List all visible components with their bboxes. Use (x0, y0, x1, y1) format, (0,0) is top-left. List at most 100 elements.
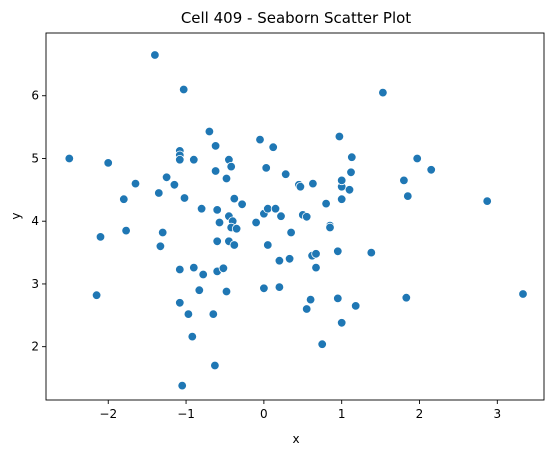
data-point (208, 309, 219, 319)
data-point (130, 178, 141, 189)
data-point (64, 153, 75, 164)
data-point (177, 380, 187, 391)
data-point (226, 161, 236, 172)
data-point (276, 211, 286, 221)
data-point (179, 193, 190, 203)
data-point (399, 175, 409, 186)
y-axis-label: y (9, 212, 23, 219)
data-point (103, 158, 113, 168)
data-point (518, 289, 528, 299)
y-tick-label: 3 (31, 277, 39, 291)
y-tick-label: 6 (31, 89, 39, 103)
data-point (210, 360, 220, 371)
data-point (261, 163, 271, 173)
data-point (210, 166, 221, 176)
data-point (274, 282, 285, 292)
data-point (212, 205, 222, 215)
data-point (305, 294, 316, 305)
data-point (161, 172, 172, 183)
data-point (189, 262, 199, 273)
data-points (64, 50, 528, 391)
data-point (196, 203, 207, 214)
data-point (333, 246, 343, 257)
data-point (482, 196, 492, 206)
data-point (255, 134, 265, 145)
data-point (119, 194, 129, 204)
data-point (189, 154, 199, 165)
data-point (317, 339, 327, 349)
data-point (154, 188, 164, 198)
data-point (351, 301, 361, 311)
x-tick-label: −2 (99, 407, 117, 421)
data-point (204, 126, 215, 137)
data-point (308, 178, 318, 189)
data-point (302, 212, 312, 222)
data-point (175, 298, 185, 308)
data-point (401, 293, 412, 303)
data-point (378, 87, 388, 98)
data-point (412, 153, 422, 164)
data-point (169, 180, 180, 190)
data-point (325, 222, 335, 233)
data-point (302, 304, 312, 314)
data-point (91, 290, 102, 300)
data-point (251, 217, 261, 228)
data-point (366, 247, 377, 258)
data-point (175, 264, 185, 275)
data-point (263, 240, 273, 250)
y-tick-label: 4 (31, 214, 39, 228)
y-axis-ticks: 2 3 4 5 6 (31, 89, 46, 354)
data-point (210, 141, 221, 151)
data-point (221, 286, 232, 297)
x-tick-label: 1 (338, 407, 346, 421)
x-axis-ticks: −2 −1 0 1 2 3 (99, 400, 501, 421)
data-point (259, 283, 269, 294)
data-point (150, 50, 160, 60)
data-point (95, 232, 106, 242)
x-tick-label: 0 (260, 407, 268, 421)
data-point (212, 236, 222, 247)
data-point (281, 169, 291, 179)
data-point (229, 193, 240, 204)
data-point (155, 241, 166, 252)
data-point (337, 175, 347, 186)
data-point (286, 227, 296, 238)
data-point (270, 203, 281, 214)
data-point (194, 285, 205, 295)
data-point (157, 227, 168, 238)
data-point (221, 173, 232, 184)
data-point (403, 191, 413, 201)
data-point (346, 167, 356, 178)
data-point (121, 225, 131, 236)
plot-frame (45, 32, 545, 401)
data-point (334, 131, 345, 142)
data-point (268, 142, 278, 152)
data-point (183, 309, 194, 319)
data-point (311, 262, 321, 273)
data-point (274, 256, 285, 266)
data-point (347, 152, 357, 162)
data-point (175, 154, 185, 165)
y-tick-label: 5 (31, 151, 39, 165)
data-point (333, 293, 343, 304)
data-point (237, 199, 247, 210)
data-point (337, 318, 347, 328)
y-tick-label: 2 (31, 340, 39, 354)
x-tick-label: −1 (177, 407, 195, 421)
chart-title: Cell 409 - Seaborn Scatter Plot (181, 9, 411, 27)
data-point (214, 217, 225, 228)
data-point (231, 223, 242, 234)
data-point (218, 263, 229, 274)
data-point (337, 194, 347, 204)
x-tick-label: 3 (493, 407, 501, 421)
data-point (198, 269, 208, 280)
x-axis-label: x (292, 432, 299, 446)
data-point (178, 84, 189, 95)
data-point (426, 165, 436, 175)
data-point (229, 240, 240, 250)
data-point (187, 331, 198, 342)
x-tick-label: 2 (416, 407, 424, 421)
data-point (321, 198, 331, 209)
data-point (284, 254, 295, 264)
